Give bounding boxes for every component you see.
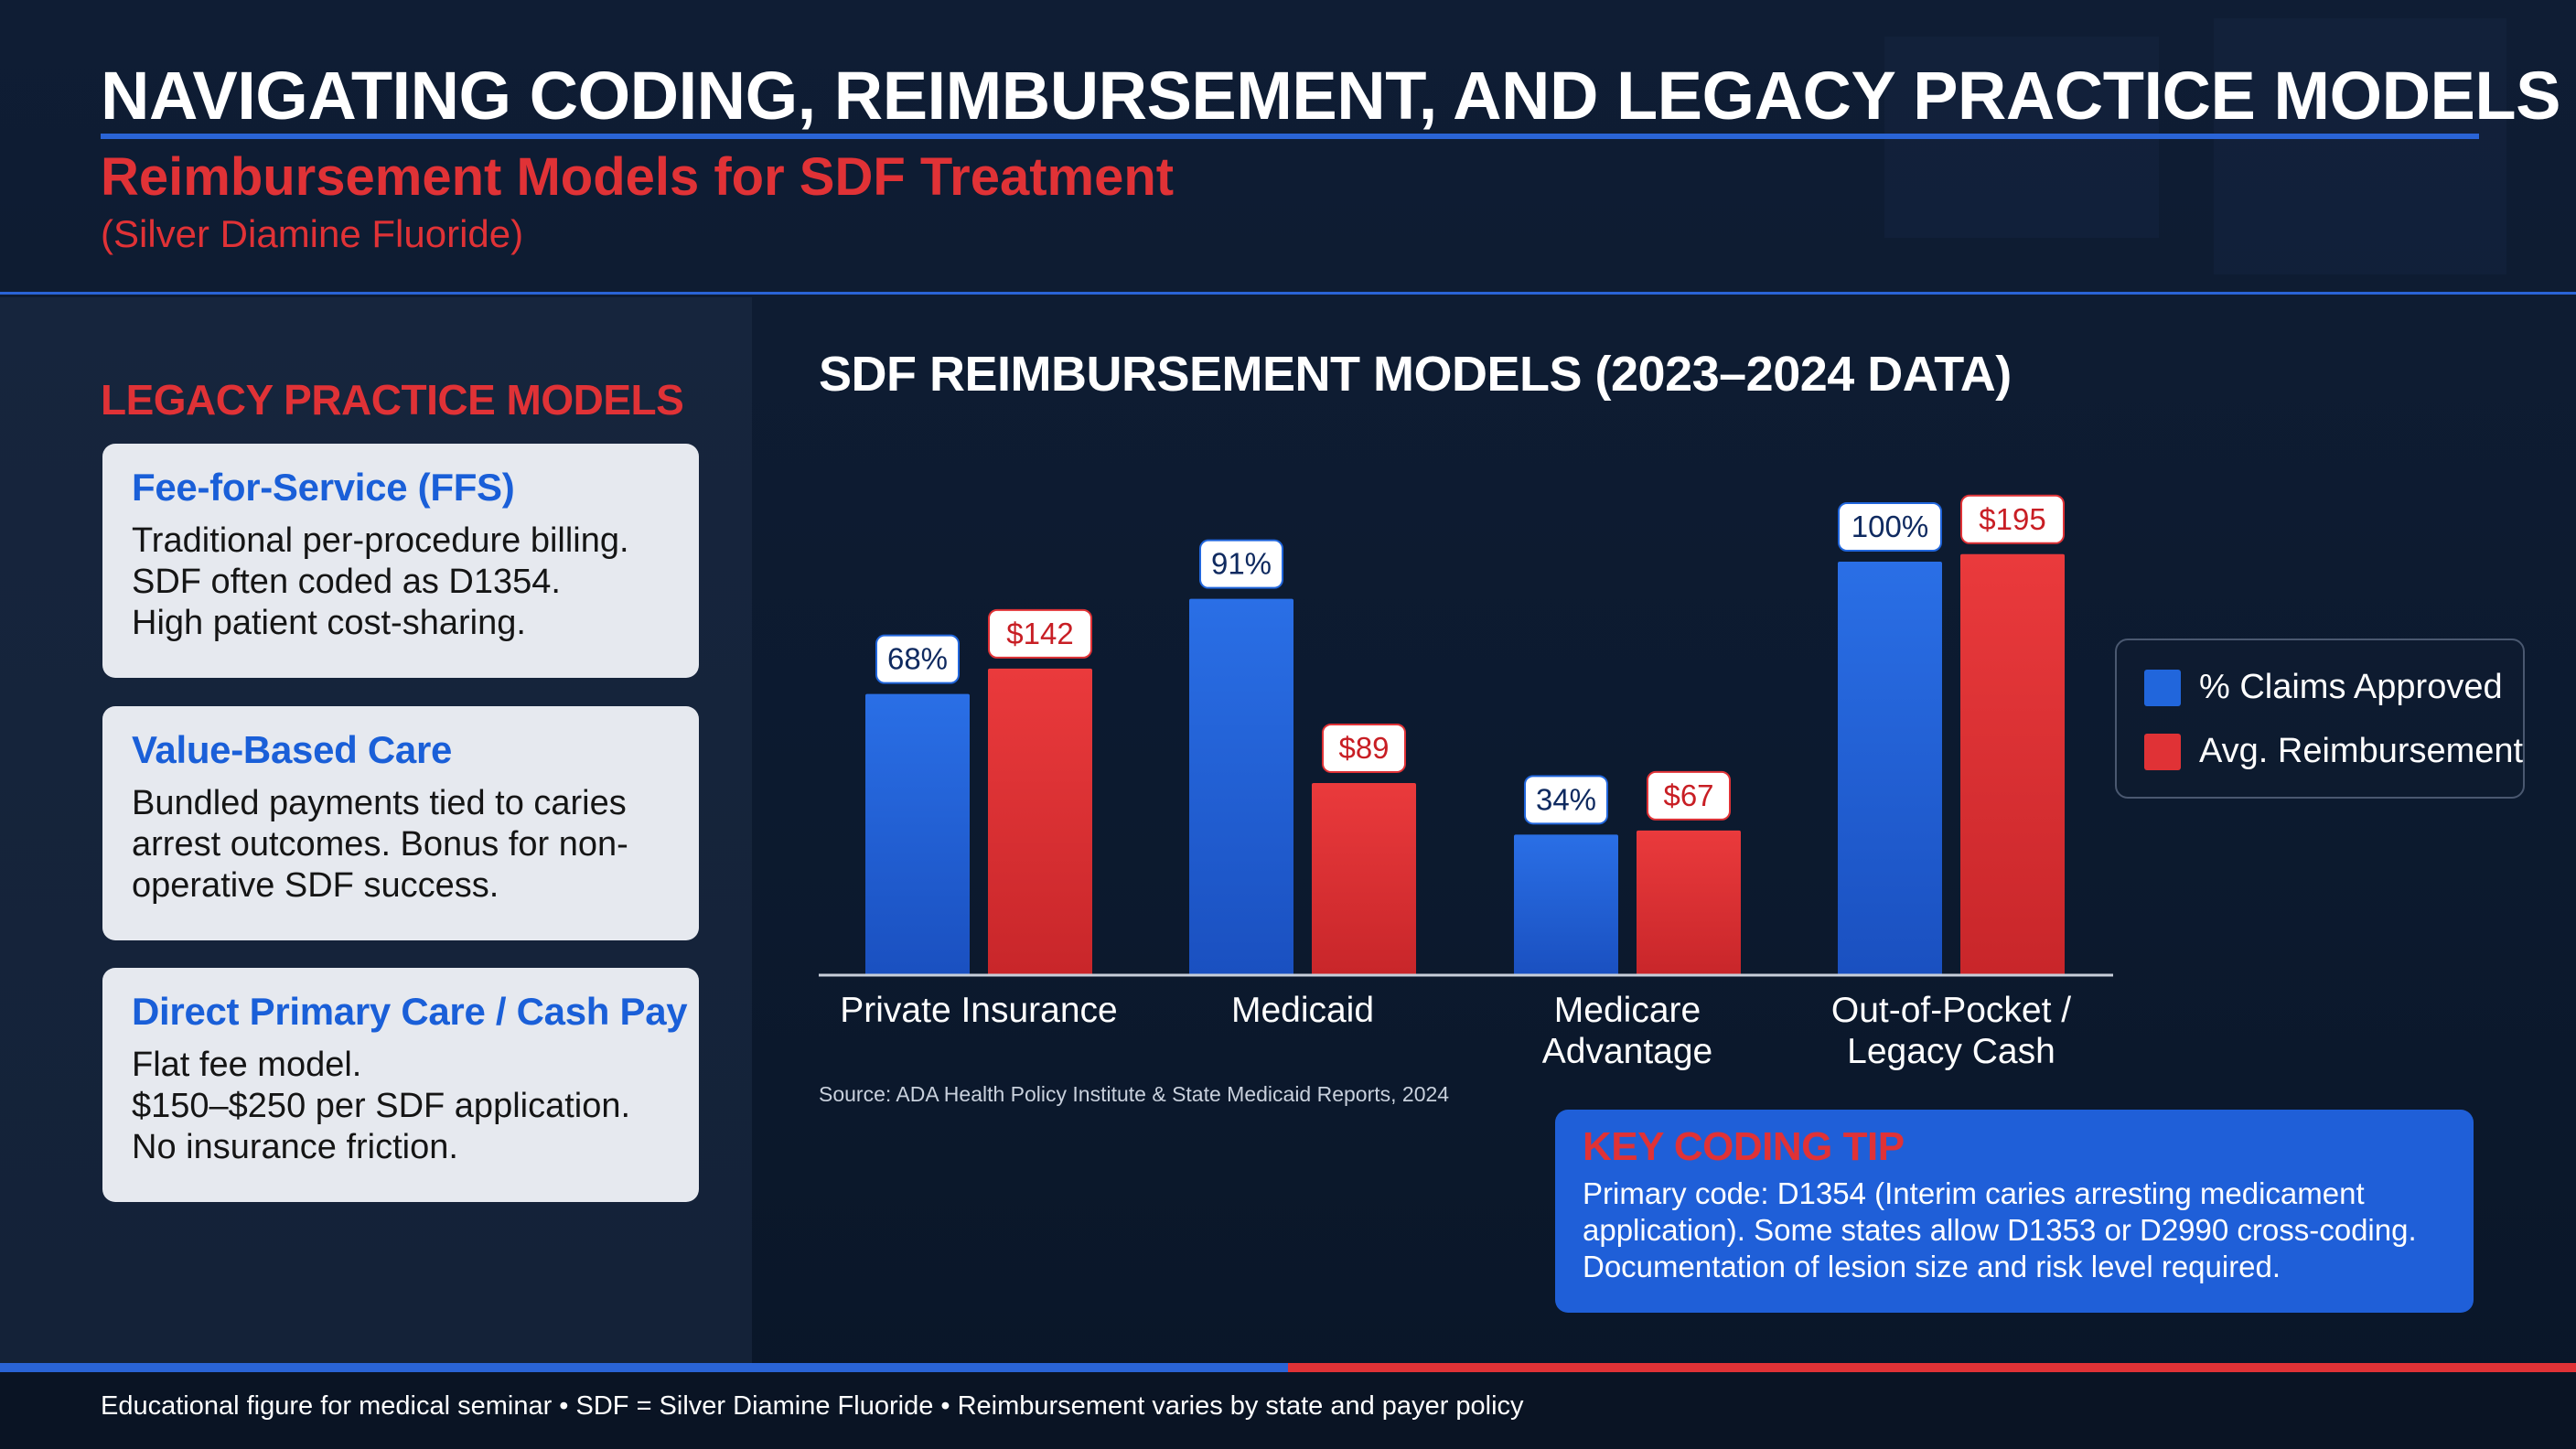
legend-item-reimbursement: Avg. Reimbursement xyxy=(2144,732,2523,771)
x-tick-label: Private Insurance xyxy=(840,991,1118,1030)
footer-text: Educational figure for medical seminar •… xyxy=(101,1391,1524,1421)
bar-avg-reimbursement xyxy=(1960,553,2065,975)
page-title: NAVIGATING CODING, REIMBURSEMENT, AND LE… xyxy=(101,58,2560,134)
chart-source: Source: ADA Health Policy Institute & St… xyxy=(819,1082,1450,1106)
key-coding-tip: KEY CODING TIP Primary code: D1354 (Inte… xyxy=(1555,1110,2474,1313)
data-label-reimbursement: $89 xyxy=(1338,731,1389,765)
x-tick-label: Legacy Cash xyxy=(1847,1032,2055,1071)
chart-title: SDF REIMBURSEMENT MODELS (2023–2024 DATA… xyxy=(819,347,2012,402)
bar-claims-approved xyxy=(1838,562,1942,975)
background-decoration xyxy=(2214,18,2506,274)
data-label-claims-badge xyxy=(1838,502,1942,552)
x-tick-label: Out-of-Pocket / xyxy=(1831,991,2071,1030)
data-label-claims-badge xyxy=(1199,539,1283,589)
x-tick-label: Medicaid xyxy=(1231,991,1374,1030)
title-underline xyxy=(101,134,2479,139)
data-label-reimbursement: $142 xyxy=(1006,617,1073,650)
model-card-body: Bundled payments tied to caries arrest o… xyxy=(132,784,628,905)
tip-title: KEY CODING TIP xyxy=(1583,1124,1905,1169)
data-label-claims: 91% xyxy=(1211,547,1272,581)
data-label-reimbursement: $195 xyxy=(1979,502,2045,536)
data-label-reimbursement-badge xyxy=(1647,770,1731,821)
bar-avg-reimbursement xyxy=(988,668,1092,975)
header: NAVIGATING CODING, REIMBURSEMENT, AND LE… xyxy=(0,0,2576,295)
page-subtitle-note: (Silver Diamine Fluoride) xyxy=(101,212,524,255)
footer-bar-red xyxy=(1288,1363,2576,1372)
page-subtitle: Reimbursement Models for SDF Treatment xyxy=(101,147,1175,207)
footer-bar-blue xyxy=(0,1363,1288,1372)
legend-item-claims: % Claims Approved xyxy=(2144,668,2503,707)
bar-avg-reimbursement xyxy=(1312,782,1416,975)
data-label-claims: 34% xyxy=(1536,782,1596,816)
data-label-reimbursement-badge xyxy=(1322,723,1406,773)
data-label-claims-badge xyxy=(1524,775,1608,825)
bar-avg-reimbursement xyxy=(1637,830,1741,975)
legend-label: % Claims Approved xyxy=(2199,668,2503,706)
model-card-value-based: Value-Based Care Bundled payments tied t… xyxy=(102,706,699,940)
tip-body: Primary code: D1354 (Interim caries arre… xyxy=(1583,1176,2417,1283)
bar-claims-approved xyxy=(1189,598,1293,975)
model-card-title: Direct Primary Care / Cash Pay xyxy=(132,990,688,1033)
legend-swatch-blue xyxy=(2144,669,2181,706)
footer xyxy=(0,1372,2576,1449)
model-card-title: Fee-for-Service (FFS) xyxy=(132,466,515,509)
data-label-claims: 68% xyxy=(887,642,948,676)
x-tick-label: Medicare xyxy=(1554,991,1701,1030)
model-card-body: Flat fee model. $150–$250 per SDF applic… xyxy=(132,1046,631,1166)
data-label-reimbursement: $67 xyxy=(1663,778,1713,812)
model-card-direct-care: Direct Primary Care / Cash Pay Flat fee … xyxy=(102,968,699,1202)
legacy-models-heading: LEGACY PRACTICE MODELS xyxy=(101,376,684,424)
legend-swatch-red xyxy=(2144,733,2181,770)
legend-label: Avg. Reimbursement xyxy=(2199,732,2524,770)
data-label-reimbursement-badge xyxy=(988,608,1092,659)
model-card-title: Value-Based Care xyxy=(132,728,453,771)
data-label-claims-badge xyxy=(875,634,960,684)
chart-legend: % Claims Approved Avg. Reimbursement xyxy=(2115,639,2525,799)
data-label-reimbursement-badge xyxy=(1960,494,2065,544)
bar-claims-approved xyxy=(1514,834,1618,975)
model-card-ffs: Fee-for-Service (FFS) Traditional per-pr… xyxy=(102,444,699,678)
bar-claims-approved xyxy=(865,693,970,975)
model-card-body: Traditional per-procedure billing. SDF o… xyxy=(132,521,629,642)
data-label-claims: 100% xyxy=(1852,510,1928,543)
x-tick-label: Advantage xyxy=(1542,1032,1713,1071)
